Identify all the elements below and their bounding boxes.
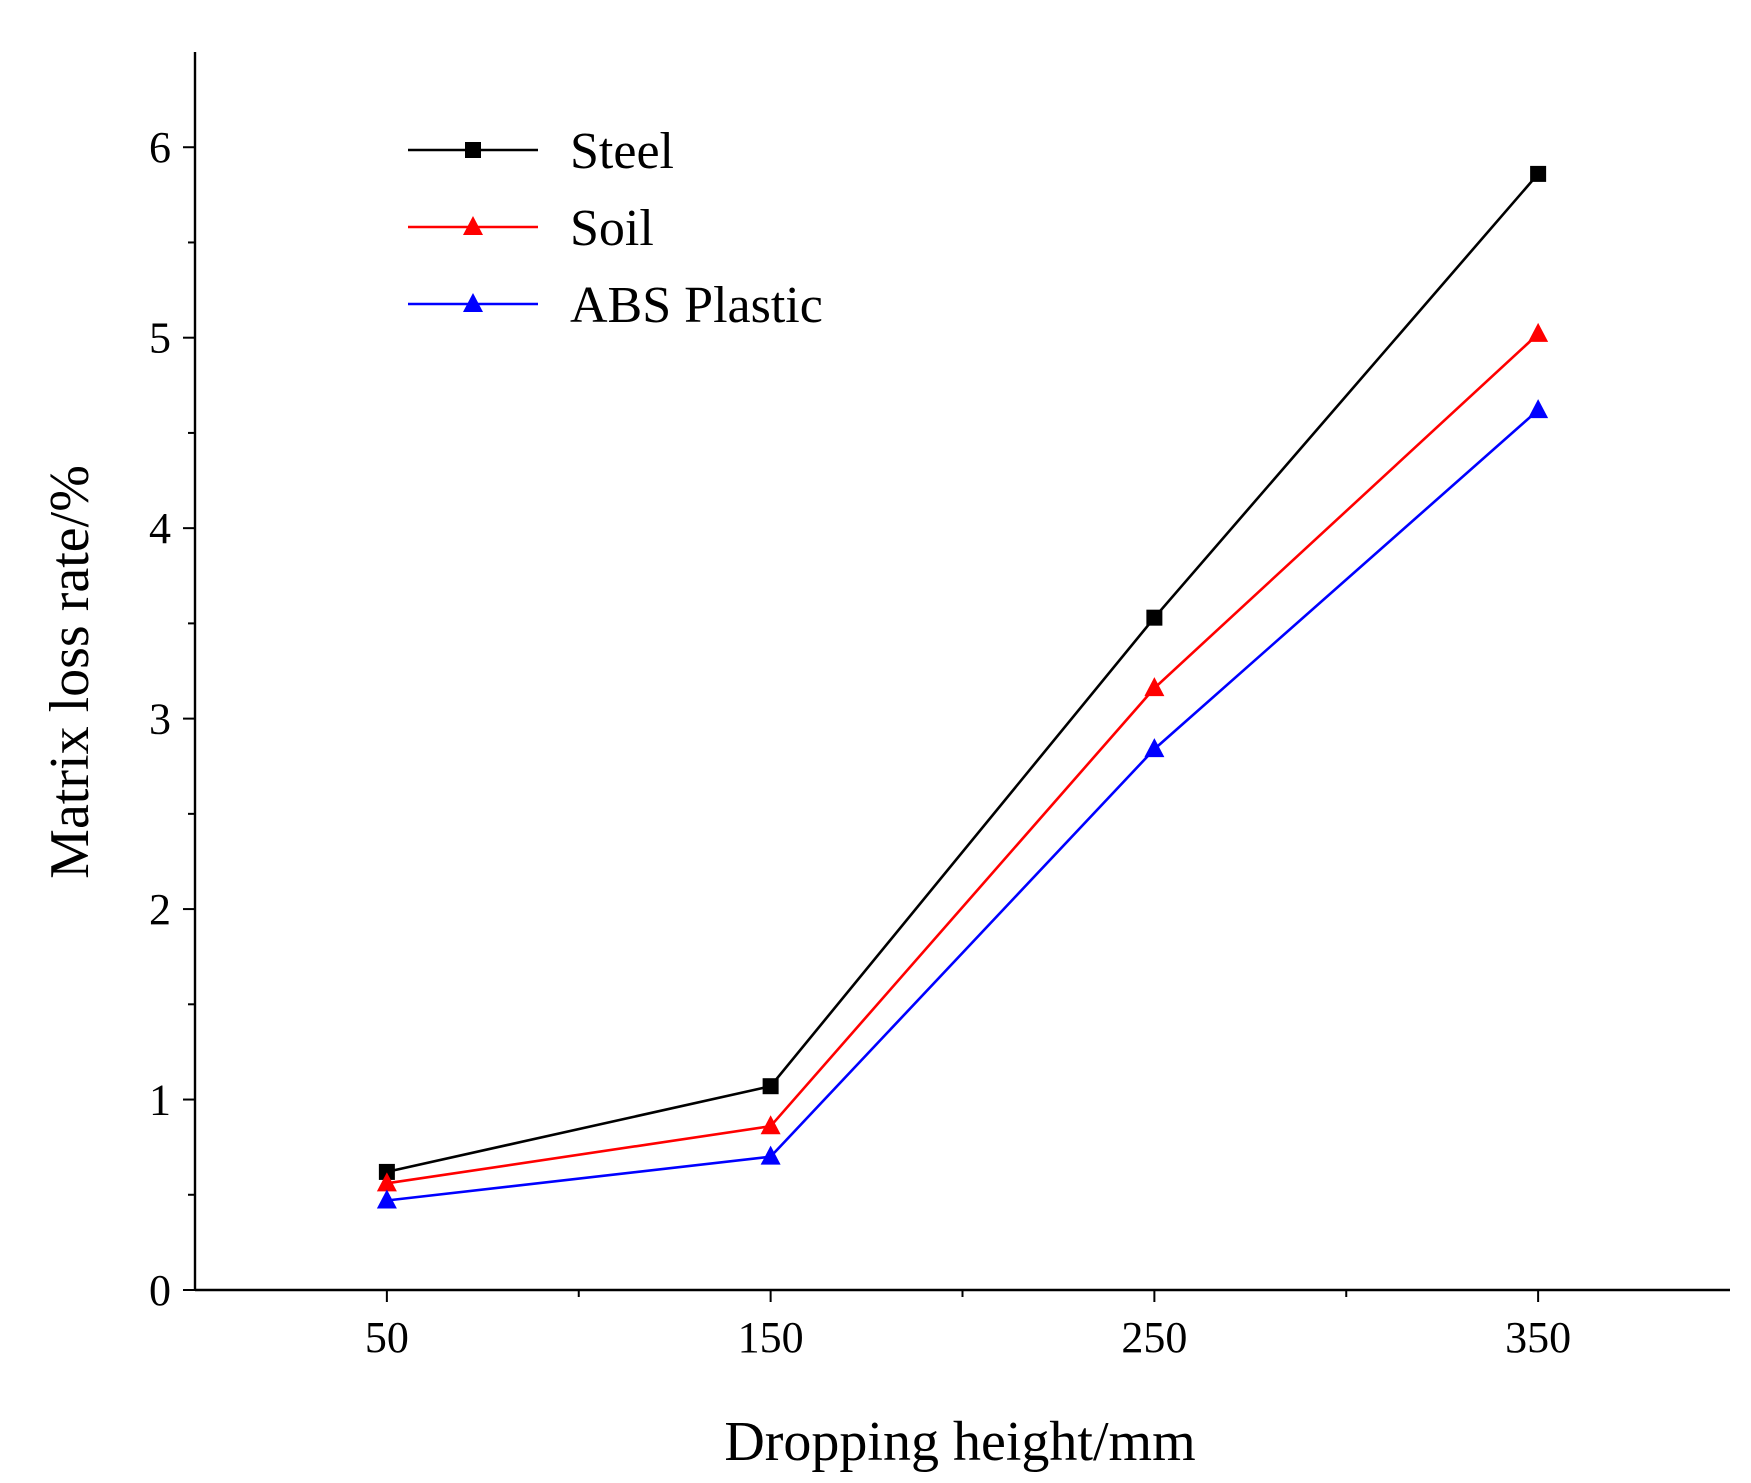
data-point-soil [376,1172,397,1192]
y-tick-label: 2 [149,885,171,934]
data-point-steel [1530,165,1547,182]
data-point-abs-plastic [1144,738,1165,758]
x-axis-title: Dropping height/mm [724,1411,1195,1473]
y-tick-label: 0 [149,1266,171,1315]
data-point-abs-plastic [760,1145,781,1165]
x-tick-label: 50 [365,1313,409,1362]
legend-marker-abs-plastic [463,293,483,312]
x-tick-label: 250 [1121,1313,1187,1362]
y-tick-label: 3 [149,695,171,744]
data-point-abs-plastic [1528,399,1549,419]
legend-marker-soil [463,216,483,235]
series-line-soil [386,332,1540,1185]
x-tick-label: 150 [738,1313,804,1362]
data-point-steel [378,1163,395,1180]
series-line-steel [386,173,1540,1174]
y-axis-ticks: 0 1 2 3 4 5 6 [149,123,195,1315]
legend: Steel Soil ABS Plastic [408,123,823,334]
data-point-soil [1144,677,1165,697]
data-point-steel [762,1078,779,1095]
y-tick-label: 4 [149,504,171,553]
series-line-abs-plastic [386,409,1539,1202]
series-markers [376,165,1549,1209]
data-point-soil [1528,322,1549,342]
legend-label-abs-plastic: ABS Plastic [570,277,823,334]
x-axis-ticks: 50 150 250 350 [365,1290,1571,1362]
data-point-soil [760,1115,781,1135]
series-lines [386,173,1540,1202]
legend-label-steel: Steel [570,123,674,180]
y-tick-label: 6 [149,123,171,172]
y-tick-label: 1 [149,1076,171,1125]
x-tick-label: 350 [1505,1313,1571,1362]
data-point-steel [1146,609,1163,626]
legend-label-soil: Soil [570,200,654,257]
data-point-abs-plastic [376,1189,397,1209]
legend-marker-steel [465,142,481,158]
y-tick-label: 5 [149,314,171,363]
y-axis-title: Matrix loss rate/% [39,465,101,879]
